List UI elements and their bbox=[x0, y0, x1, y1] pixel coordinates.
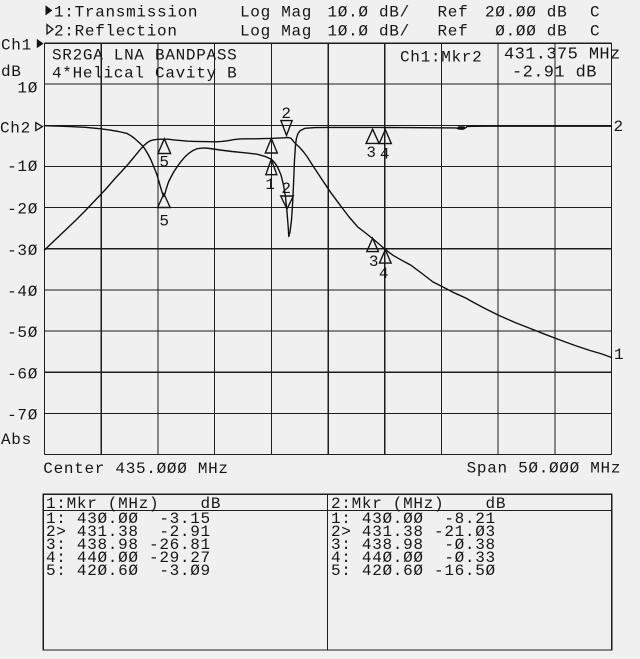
svg-text:-2.91 dB: -2.91 dB bbox=[512, 63, 597, 82]
svg-text:SR2GA LNA BANDPASS: SR2GA LNA BANDPASS bbox=[52, 47, 237, 65]
svg-text:Log Mag: Log Mag bbox=[240, 4, 312, 22]
svg-text:3: 3 bbox=[369, 253, 379, 271]
svg-text:1:Transmission: 1:Transmission bbox=[54, 4, 198, 22]
svg-text:1: 43Ø.ØØ -3.15: 1: 43Ø.ØØ -3.15 bbox=[46, 510, 211, 528]
svg-text:4: 44Ø.ØØ -Ø.33: 4: 44Ø.ØØ -Ø.33 bbox=[331, 549, 496, 567]
svg-text:-1Ø: -1Ø bbox=[7, 158, 38, 176]
svg-text:2: 2 bbox=[281, 105, 291, 123]
svg-text:5: 5 bbox=[159, 154, 169, 172]
svg-text:2: 2 bbox=[614, 118, 624, 136]
svg-text:Abs: Abs bbox=[1, 431, 32, 449]
svg-text:4*Helical Cavity B: 4*Helical Cavity B bbox=[52, 65, 237, 83]
svg-text:3: 438.98 -Ø.38: 3: 438.98 -Ø.38 bbox=[331, 536, 496, 554]
svg-text:-6Ø: -6Ø bbox=[7, 365, 38, 383]
svg-text:3: 3 bbox=[366, 144, 376, 162]
svg-text:-4Ø: -4Ø bbox=[7, 283, 38, 301]
svg-text:Ref: Ref bbox=[438, 4, 469, 22]
svg-text:2:Reflection: 2:Reflection bbox=[54, 23, 178, 41]
svg-text:5: 42Ø.6Ø -3.Ø9: 5: 42Ø.6Ø -3.Ø9 bbox=[46, 562, 211, 580]
svg-text:5: 5 bbox=[159, 212, 169, 230]
svg-text:dB: dB bbox=[1, 63, 22, 81]
svg-text:C: C bbox=[590, 4, 600, 22]
svg-text:-5Ø: -5Ø bbox=[7, 324, 38, 342]
svg-text:-7Ø: -7Ø bbox=[7, 407, 38, 425]
svg-text:1: 1 bbox=[614, 346, 624, 364]
svg-text:Ch1: Ch1 bbox=[1, 37, 32, 55]
svg-text:4: 44Ø.ØØ -29.27: 4: 44Ø.ØØ -29.27 bbox=[46, 549, 211, 567]
svg-text:2: 2 bbox=[281, 180, 291, 198]
svg-text:3: 438.98 -26.81: 3: 438.98 -26.81 bbox=[46, 536, 211, 554]
svg-text:4: 4 bbox=[379, 265, 389, 283]
svg-text:431.375 MHz: 431.375 MHz bbox=[504, 45, 621, 64]
svg-text:2> 431.38 -2.91: 2> 431.38 -2.91 bbox=[46, 523, 211, 541]
svg-text:4: 4 bbox=[380, 145, 390, 163]
svg-text:Ch1:Mkr2: Ch1:Mkr2 bbox=[400, 49, 482, 67]
svg-text:-2Ø: -2Ø bbox=[7, 201, 38, 219]
svg-text:Log Mag: Log Mag bbox=[240, 23, 312, 41]
svg-text:Ref: Ref bbox=[438, 23, 469, 41]
svg-text:2:Mkr (MHz) dB: 2:Mkr (MHz) dB bbox=[331, 495, 506, 513]
svg-text:1Ø: 1Ø bbox=[17, 80, 38, 98]
svg-text:1Ø.Ø dB/: 1Ø.Ø dB/ bbox=[328, 23, 410, 41]
svg-text:-3Ø: -3Ø bbox=[7, 242, 38, 260]
svg-text:1: 43Ø.ØØ -8.21: 1: 43Ø.ØØ -8.21 bbox=[331, 510, 496, 528]
svg-text:5: 42Ø.6Ø -16.5Ø: 5: 42Ø.6Ø -16.5Ø bbox=[331, 562, 496, 580]
svg-text:1: 1 bbox=[265, 176, 275, 194]
svg-text:C: C bbox=[590, 23, 600, 41]
svg-text:Span 5Ø.ØØØ MHz: Span 5Ø.ØØØ MHz bbox=[467, 459, 622, 477]
svg-text:1Ø.Ø dB/: 1Ø.Ø dB/ bbox=[328, 4, 410, 22]
svg-text:Ch2: Ch2 bbox=[0, 120, 31, 138]
svg-text:1:Mkr (MHz) dB: 1:Mkr (MHz) dB bbox=[46, 495, 221, 513]
svg-text:2> 431.38 -21.Ø3: 2> 431.38 -21.Ø3 bbox=[331, 523, 496, 541]
svg-text:Ø.ØØ dB: Ø.ØØ dB bbox=[495, 23, 567, 41]
svg-text:Center 435.ØØØ MHz: Center 435.ØØØ MHz bbox=[43, 460, 228, 478]
svg-text:2Ø.ØØ dB: 2Ø.ØØ dB bbox=[485, 4, 567, 22]
